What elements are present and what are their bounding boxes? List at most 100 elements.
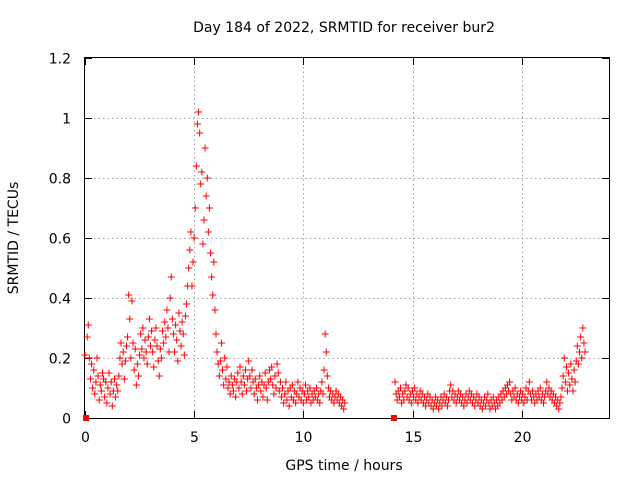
data-point [166, 294, 174, 302]
data-point [239, 372, 247, 380]
data-point [579, 324, 587, 332]
data-point [84, 321, 92, 329]
data-point [104, 384, 112, 392]
data-point [94, 372, 102, 380]
data-point [163, 306, 171, 314]
data-point [150, 363, 158, 371]
data-point [318, 378, 326, 386]
data-point [484, 390, 492, 398]
data-point [460, 402, 468, 410]
data-point [168, 315, 176, 323]
data-point [280, 399, 288, 407]
y-tick-label: 1.2 [49, 52, 71, 68]
data-point [205, 204, 213, 212]
data-point [235, 384, 243, 392]
data-point [152, 324, 160, 332]
data-point [191, 204, 199, 212]
data-point [275, 387, 283, 395]
data-point [229, 387, 237, 395]
data-point [232, 393, 240, 401]
data-point [198, 168, 206, 176]
data-point [196, 129, 204, 137]
data-point [105, 369, 113, 377]
data-point [144, 333, 152, 341]
data-point [85, 354, 93, 362]
data-point [121, 357, 129, 365]
data-point [262, 384, 270, 392]
x-axis-label: GPS time / hours [285, 458, 402, 474]
data-point [115, 372, 123, 380]
data-point [323, 372, 331, 380]
data-point [113, 381, 121, 389]
data-point [272, 384, 280, 392]
data-point [305, 393, 313, 401]
data-point [320, 366, 328, 374]
data-point [83, 415, 90, 421]
data-point [89, 384, 97, 392]
data-point [160, 339, 168, 347]
data-point [125, 291, 133, 299]
y-tick-label: 1 [62, 112, 71, 128]
data-point [200, 216, 208, 224]
data-point [292, 399, 300, 407]
data-point [238, 390, 246, 398]
data-point [269, 381, 277, 389]
data-point [145, 315, 153, 323]
data-point [224, 384, 232, 392]
data-point [103, 399, 111, 407]
data-point [319, 390, 327, 398]
data-point [543, 378, 551, 386]
data-point [211, 306, 219, 314]
data-point [288, 381, 296, 389]
data-point [257, 387, 265, 395]
data-point [213, 348, 221, 356]
data-point [119, 348, 127, 356]
data-point [195, 108, 203, 116]
chart-title: Day 184 of 2022, SRMTID for receiver bur… [193, 20, 495, 36]
data-point [250, 390, 258, 398]
data-point [167, 273, 175, 281]
data-point [124, 333, 132, 341]
y-tick-label: 0.2 [49, 352, 71, 368]
data-point [173, 336, 181, 344]
y-tick-label: 0.8 [49, 172, 71, 188]
data-point [90, 366, 98, 374]
data-point [149, 348, 157, 356]
data-point [294, 378, 302, 386]
data-point [183, 300, 191, 308]
data-point [143, 360, 151, 368]
data-point [574, 360, 582, 368]
data-point [237, 378, 245, 386]
data-point [185, 264, 193, 272]
data-point [285, 402, 293, 410]
data-point [108, 402, 116, 410]
data-point [568, 375, 576, 383]
data-point [95, 396, 103, 404]
data-point [92, 378, 100, 386]
data-point [279, 384, 287, 392]
data-point [506, 378, 514, 386]
data-point [565, 369, 573, 377]
data-point [560, 354, 568, 362]
data-point [88, 360, 96, 368]
data-point [256, 372, 264, 380]
data-point [559, 372, 567, 380]
y-axis-label: SRMTID / TECUs [6, 182, 22, 295]
data-point [96, 381, 104, 389]
plot-frame [84, 57, 610, 419]
data-point [188, 282, 196, 290]
data-point [141, 336, 149, 344]
data-point [178, 318, 186, 326]
data-point [169, 330, 177, 338]
x-tick-label: 5 [190, 430, 199, 446]
data-point [181, 312, 189, 320]
data-point [404, 384, 412, 392]
data-point [316, 399, 324, 407]
data-point [192, 162, 200, 170]
data-point [112, 393, 120, 401]
data-point [511, 384, 519, 392]
data-point [569, 387, 577, 395]
data-point [128, 297, 136, 305]
data-point [520, 399, 528, 407]
